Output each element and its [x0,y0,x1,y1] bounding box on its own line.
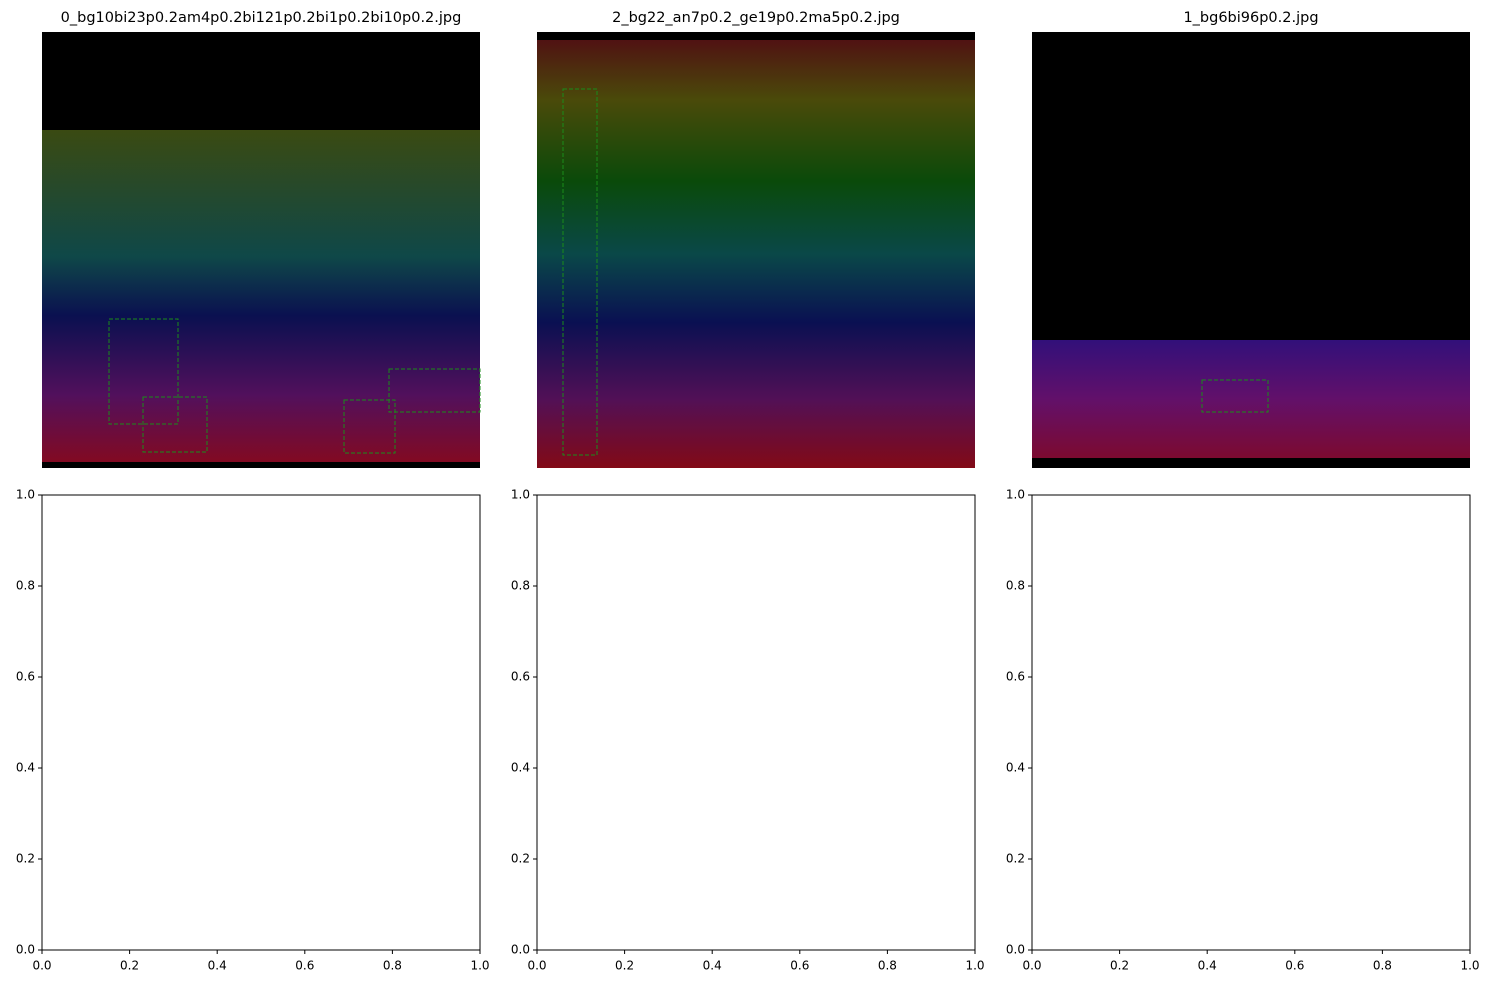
axes-frame [41,494,481,951]
x-tick-label: 0.2 [1110,959,1129,973]
panel-title: 2_bg22_an7p0.2_ge19p0.2ma5p0.2.jpg [612,10,900,26]
x-tick-label: 0.6 [1285,959,1304,973]
y-tick-label: 0.0 [511,943,530,957]
panel-title: 0_bg10bi23p0.2am4p0.2bi121p0.2bi1p0.2bi1… [61,10,462,26]
x-tick-label: 0.4 [703,959,722,973]
y-tick-label: 0.2 [16,852,35,866]
spectrogram [537,40,975,468]
y-tick-label: 0.4 [1006,761,1025,775]
y-tick-label: 0.2 [511,852,530,866]
y-tick-label: 0.0 [16,943,35,957]
y-tick-label: 0.4 [16,761,35,775]
x-tick-label: 1.0 [1460,959,1479,973]
spectrogram [1032,340,1470,458]
x-tick-label: 0.0 [32,959,51,973]
x-tick-label: 0.6 [295,959,314,973]
x-tick-label: 0.0 [527,959,546,973]
y-tick-label: 0.0 [1006,943,1025,957]
axes-frame [1031,494,1471,951]
x-tick-label: 1.0 [470,959,489,973]
image-panel: 2_bg22_an7p0.2_ge19p0.2ma5p0.2.jpg [537,10,975,468]
x-tick-label: 0.4 [208,959,227,973]
spectrogram [42,130,480,462]
y-tick-label: 1.0 [511,488,530,502]
image-panel: 0_bg10bi23p0.2am4p0.2bi121p0.2bi1p0.2bi1… [42,10,481,468]
y-tick-label: 0.6 [511,670,530,684]
y-tick-label: 0.8 [1006,579,1025,593]
y-tick-label: 0.4 [511,761,530,775]
detection-box [142,396,208,453]
detection-box [1201,379,1269,413]
y-tick-label: 1.0 [16,488,35,502]
x-tick-label: 0.8 [878,959,897,973]
panel-title: 1_bg6bi96p0.2.jpg [1183,10,1318,26]
detection-box [108,318,179,425]
x-tick-label: 1.0 [965,959,984,973]
detection-box [343,399,396,454]
y-tick-label: 0.6 [1006,670,1025,684]
detection-box [562,88,598,456]
x-tick-label: 0.8 [1373,959,1392,973]
x-tick-label: 0.4 [1198,959,1217,973]
y-tick-label: 0.6 [16,670,35,684]
y-tick-label: 0.8 [511,579,530,593]
x-tick-label: 0.2 [615,959,634,973]
axes-frame [536,494,976,951]
x-tick-label: 0.2 [120,959,139,973]
y-tick-label: 1.0 [1006,488,1025,502]
x-tick-label: 0.6 [790,959,809,973]
detection-box [388,368,481,413]
y-tick-label: 0.2 [1006,852,1025,866]
image-panel: 1_bg6bi96p0.2.jpg [1032,10,1470,468]
x-tick-label: 0.0 [1022,959,1041,973]
y-tick-label: 0.8 [16,579,35,593]
x-tick-label: 0.8 [383,959,402,973]
